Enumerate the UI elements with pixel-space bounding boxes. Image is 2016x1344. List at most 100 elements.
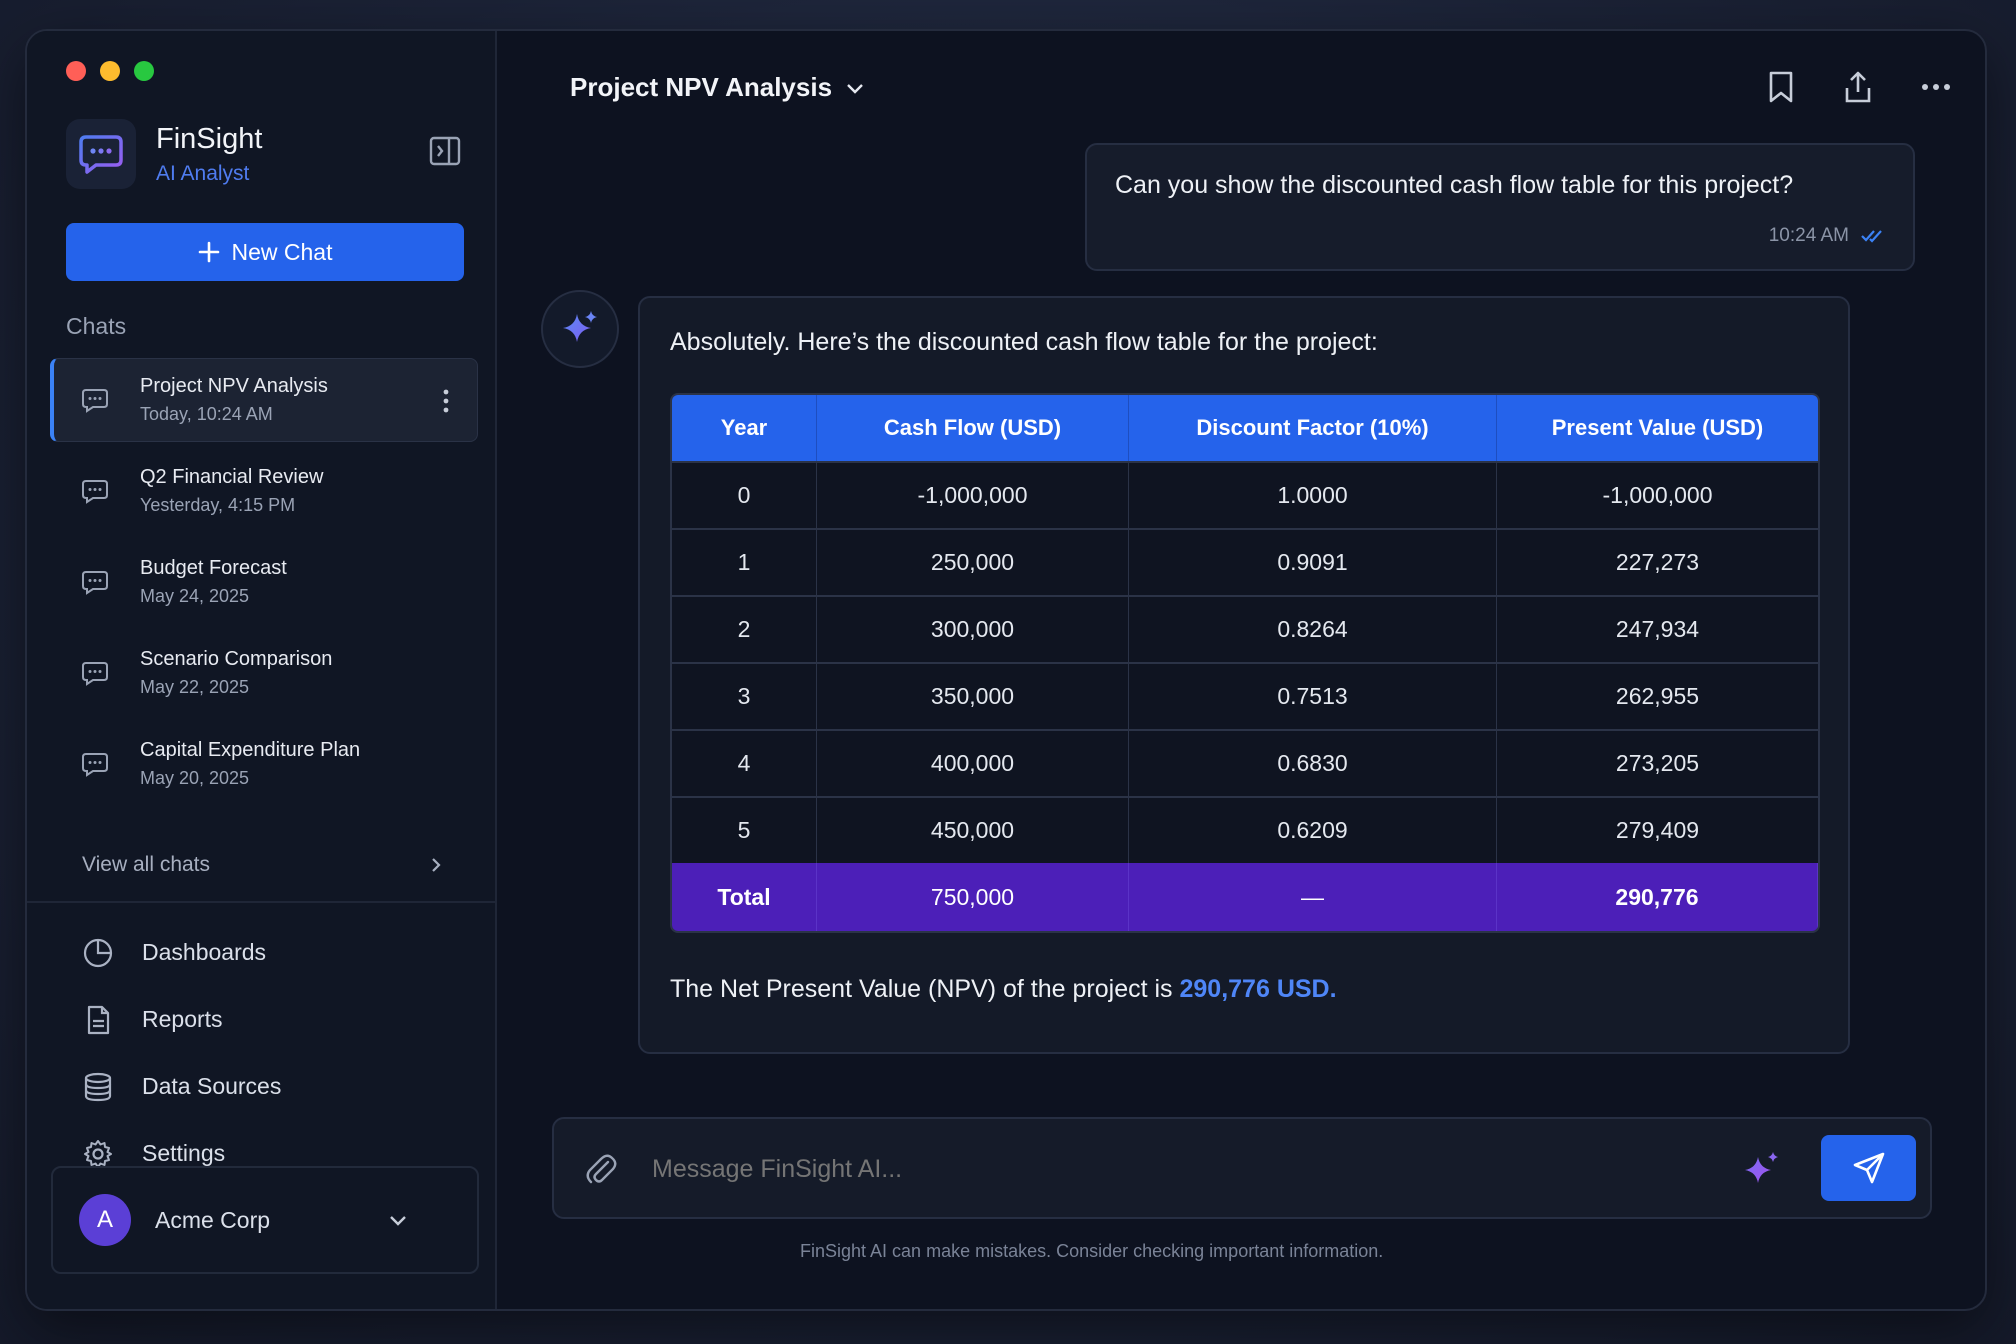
column-header: Present Value (USD) [1497,395,1818,461]
app-subtitle: AI Analyst [156,161,250,185]
nav-item-reports[interactable]: Reports [82,986,281,1053]
org-switcher[interactable]: A Acme Corp [51,1166,479,1274]
dcf-table: Year Cash Flow (USD) Discount Factor (10… [670,393,1820,933]
table-cell: 0.8264 [1129,595,1497,662]
chat-item-q2-financial-review[interactable]: Q2 Financial Review Yesterday, 4:15 PM [50,449,478,533]
chat-bubble-icon [82,480,108,504]
chat-item-time: May 22, 2025 [140,677,250,697]
column-header: Discount Factor (10%) [1129,395,1497,461]
table-cell: — [1129,863,1497,931]
table-cell: 1 [672,528,817,595]
minimize-window-button[interactable] [100,61,120,81]
sparkle-icon[interactable] [1742,1149,1782,1189]
message-input[interactable] [652,1155,1712,1184]
table-row: 3 350,000 0.7513 262,955 [672,662,1818,729]
chat-list: Project NPV Analysis Today, 10:24 AM Q2 … [50,358,478,813]
table-row: 0 -1,000,000 1.0000 -1,000,000 [672,461,1818,528]
maximize-window-button[interactable] [134,61,154,81]
table-cell: 450,000 [817,796,1129,863]
conversation-title-dropdown[interactable]: Project NPV Analysis [570,72,864,103]
message-time: 10:24 AM [1768,225,1849,246]
more-vertical-icon[interactable] [443,389,449,413]
nav-item-data-sources[interactable]: Data Sources [82,1053,281,1120]
chevron-down-icon [390,1216,406,1226]
table-cell: 227,273 [1497,528,1818,595]
app-name: FinSight [156,122,263,155]
new-chat-label: New Chat [231,238,333,265]
message-meta: 10:24 AM [1769,225,1887,247]
table-cell: 1.0000 [1129,461,1497,528]
table-cell: 3 [672,662,817,729]
collapse-sidebar-icon[interactable] [429,136,461,171]
sidebar-divider [27,901,495,903]
document-icon [87,1005,110,1034]
chat-item-budget-forecast[interactable]: Budget Forecast May 24, 2025 [50,540,478,624]
chat-item-project-npv-analysis[interactable]: Project NPV Analysis Today, 10:24 AM [50,358,478,442]
table-cell: 262,955 [1497,662,1818,729]
chevron-right-icon [432,858,441,872]
table-total-row: Total 750,000 — 290,776 [672,863,1818,931]
table-cell: 5 [672,796,817,863]
table-row: 4 400,000 0.6830 273,205 [672,729,1818,796]
ai-avatar [541,290,619,368]
table-cell: 4 [672,729,817,796]
user-message-text: Can you show the discounted cash flow ta… [1115,171,1794,199]
table-cell: 400,000 [817,729,1129,796]
chat-bubble-icon [82,571,108,595]
table-row: 2 300,000 0.8264 247,934 [672,595,1818,662]
nav-item-dashboards[interactable]: Dashboards [82,919,281,986]
chat-item-time: Yesterday, 4:15 PM [140,495,296,515]
chat-item-capital-expenditure-plan[interactable]: Capital Expenditure Plan May 20, 2025 [50,722,478,806]
plus-icon [198,241,219,263]
chat-bubble-icon [82,389,108,413]
chat-item-title: Q2 Financial Review [140,466,324,488]
table-cell: 0.6830 [1129,729,1497,796]
view-all-chats-link[interactable]: View all chats [82,853,442,877]
chat-item-time: May 20, 2025 [140,768,250,788]
table-cell: 250,000 [817,528,1129,595]
user-message-bubble: Can you show the discounted cash flow ta… [1085,143,1915,271]
chat-item-time: Today, 10:24 AM [140,404,273,424]
chat-item-title: Capital Expenditure Plan [140,739,361,761]
table-cell: 290,776 [1497,863,1818,931]
column-header: Cash Flow (USD) [817,395,1129,461]
double-check-icon [1861,230,1882,243]
chat-item-title: Project NPV Analysis [140,375,328,397]
chat-bubble-icon [82,753,108,777]
chat-item-title: Scenario Comparison [140,648,333,670]
send-icon [1853,1152,1884,1184]
table-cell: 279,409 [1497,796,1818,863]
header-actions [1767,70,1951,104]
table-row: 5 450,000 0.6209 279,409 [672,796,1818,863]
chat-item-scenario-comparison[interactable]: Scenario Comparison May 22, 2025 [50,631,478,715]
table-cell: 273,205 [1497,729,1818,796]
table-cell: 0.9091 [1129,528,1497,595]
window-controls [66,61,154,81]
table-cell: 350,000 [817,662,1129,729]
more-horizontal-icon[interactable] [1921,83,1951,91]
disclaimer-text: FinSight AI can make mistakes. Consider … [800,1241,1384,1261]
sidebar-nav: Dashboards Reports Data Sources Settings [82,919,281,1187]
chat-bubble-icon [82,662,108,686]
chat-item-time: May 24, 2025 [140,586,250,606]
ai-message-intro: Absolutely. Here’s the discounted cash f… [670,328,1378,356]
paperclip-icon[interactable] [584,1152,618,1188]
new-chat-button[interactable]: New Chat [66,223,464,281]
table-cell: 0.7513 [1129,662,1497,729]
nav-item-label: Settings [142,1140,226,1166]
close-window-button[interactable] [66,61,86,81]
nav-item-settings[interactable]: Settings [82,1120,281,1187]
nav-item-label: Data Sources [142,1073,282,1099]
table-cell: 247,934 [1497,595,1818,662]
table-cell: 0.6209 [1129,796,1497,863]
ai-message-bubble: Absolutely. Here’s the discounted cash f… [638,296,1850,1054]
table-cell: 300,000 [817,595,1129,662]
view-all-chats-label: View all chats [82,853,211,876]
table-cell: Total [672,863,817,931]
send-button[interactable] [1821,1135,1916,1201]
sparkle-icon [563,311,597,342]
avatar: A [79,1194,131,1246]
gear-icon [84,1139,112,1168]
bookmark-icon[interactable] [1767,70,1795,104]
share-icon[interactable] [1843,70,1873,104]
